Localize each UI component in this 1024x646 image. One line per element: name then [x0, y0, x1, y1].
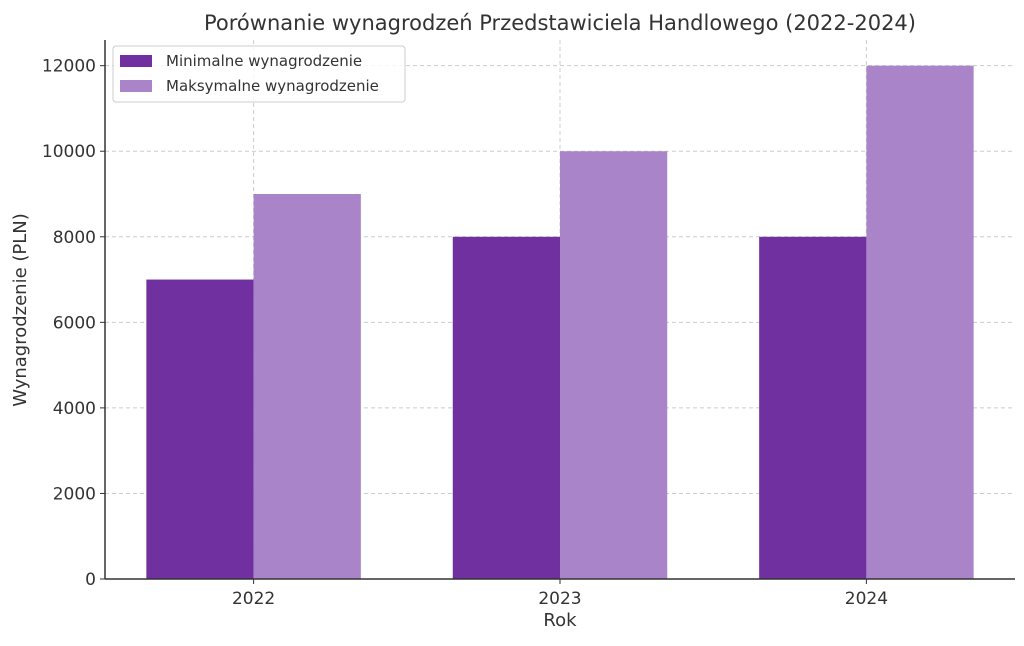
y-tick-label: 8000 [53, 228, 96, 248]
y-tick-label: 4000 [53, 399, 96, 419]
y-tick-label: 2000 [53, 484, 96, 504]
bar-2022-max [253, 194, 361, 579]
legend-label-max: Maksymalne wynagrodzenie [166, 77, 379, 95]
x-tick-label: 2023 [538, 589, 581, 609]
x-tick-label: 2024 [845, 589, 888, 609]
axes: 0 2000 4000 6000 8000 10000 12000 2022 2023 2024 [42, 40, 1015, 609]
y-axis-label: Wynagrodzenie (PLN) [10, 213, 31, 407]
bar-2022-min [146, 279, 254, 579]
y-tick-label: 6000 [53, 313, 96, 333]
x-axis-label: Rok [543, 610, 577, 631]
y-tick-label: 12000 [42, 57, 96, 77]
legend-swatch-max [120, 80, 152, 92]
legend-box [112, 45, 406, 103]
y-tick-label: 10000 [42, 142, 96, 162]
bars [146, 65, 974, 579]
bar-2023-max [560, 151, 668, 579]
legend-swatch-min [120, 55, 152, 67]
bar-2024-max [866, 65, 974, 579]
bar-2024-min [759, 236, 867, 579]
x-tick-label: 2022 [232, 589, 275, 609]
chart-title: Porównanie wynagrodzeń Przedstawiciela H… [204, 11, 916, 35]
legend-label-min: Minimalne wynagrodzenie [166, 52, 362, 70]
y-tick-label: 0 [85, 570, 96, 590]
bar-2023-min [452, 236, 560, 579]
legend: Minimalne wynagrodzenie Maksymalne wynag… [112, 45, 406, 103]
